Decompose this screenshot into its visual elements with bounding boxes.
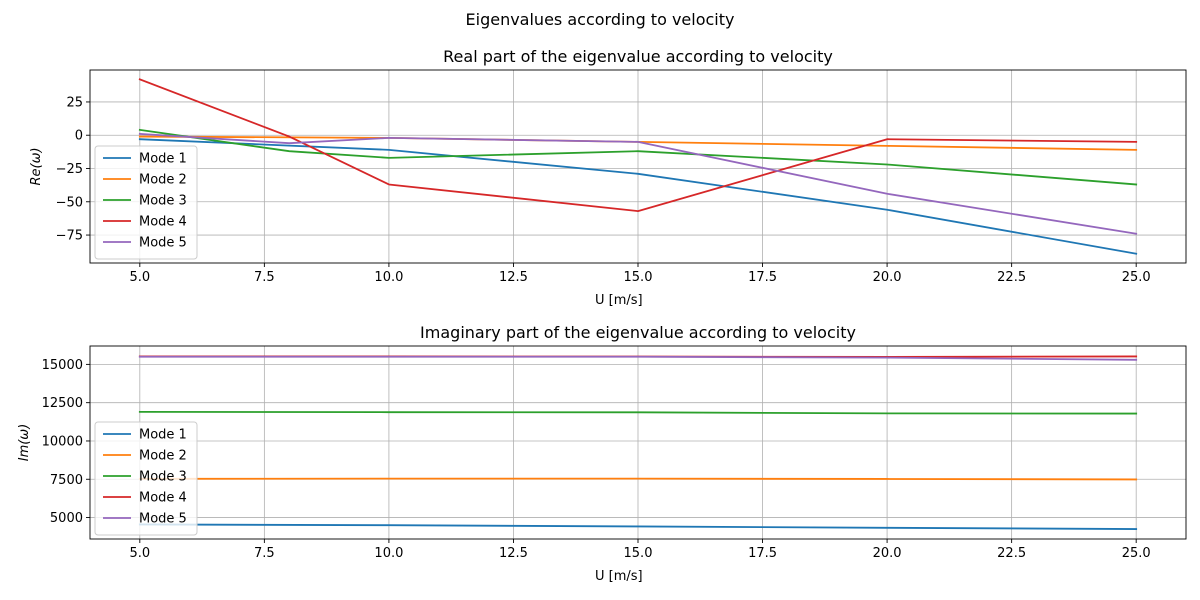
- x-tick-label: 7.5: [254, 270, 275, 285]
- y-tick-label: 5000: [50, 511, 83, 526]
- y-tick-label: 10000: [42, 434, 83, 449]
- x-tick-label: 17.5: [748, 546, 777, 561]
- chart-panel-1: Real part of the eigenvalue according to…: [29, 47, 1187, 308]
- series-line-mode-1: [138, 138, 1138, 255]
- x-axis-label: U [m/s]: [595, 569, 643, 584]
- series-line-mode-5: [138, 355, 1138, 361]
- x-tick-label: 7.5: [254, 546, 275, 561]
- x-tick-label: 25.0: [1122, 270, 1151, 285]
- y-axis-label: Im(ω): [17, 424, 32, 462]
- series-line-mode-1: [138, 523, 1138, 530]
- legend-label: Mode 4: [139, 491, 187, 506]
- x-tick-label: 22.5: [997, 270, 1026, 285]
- y-tick-label: 25: [66, 95, 83, 110]
- legend-label: Mode 1: [139, 428, 187, 443]
- x-tick-label: 25.0: [1122, 546, 1151, 561]
- x-tick-label: 5.0: [129, 546, 150, 561]
- x-tick-label: 10.0: [374, 270, 403, 285]
- y-axis-label: Re(ω): [29, 147, 44, 185]
- x-tick-label: 22.5: [997, 546, 1026, 561]
- legend-label: Mode 5: [139, 236, 187, 251]
- legend-box: [94, 145, 198, 260]
- series-line-mode-2: [138, 477, 1138, 481]
- x-tick-label: 12.5: [499, 270, 528, 285]
- legend-label: Mode 2: [139, 449, 187, 464]
- legend-label: Mode 5: [139, 512, 187, 527]
- x-tick-label: 10.0: [374, 546, 403, 561]
- y-tick-label: −25: [56, 162, 83, 177]
- x-tick-label: 12.5: [499, 546, 528, 561]
- chart-panel-2: Imaginary part of the eigenvalue accordi…: [17, 323, 1187, 584]
- x-axis-label: U [m/s]: [595, 293, 643, 308]
- y-tick-label: 12500: [42, 396, 83, 411]
- legend-label: Mode 1: [139, 152, 187, 167]
- series-line-mode-3: [138, 128, 1138, 186]
- series-line-mode-4: [138, 78, 1138, 212]
- series-line-mode-5: [138, 132, 1138, 235]
- y-tick-label: 0: [75, 129, 83, 144]
- chart-title: Real part of the eigenvalue according to…: [443, 47, 833, 66]
- legend-box: [94, 421, 198, 536]
- legend-label: Mode 3: [139, 470, 187, 485]
- x-tick-label: 17.5: [748, 270, 777, 285]
- legend-label: Mode 3: [139, 194, 187, 209]
- x-tick-label: 5.0: [129, 270, 150, 285]
- legend-label: Mode 4: [139, 215, 187, 230]
- legend-label: Mode 2: [139, 173, 187, 188]
- x-tick-label: 15.0: [624, 546, 653, 561]
- x-tick-label: 20.0: [873, 270, 902, 285]
- y-tick-label: −50: [56, 195, 83, 210]
- x-tick-label: 15.0: [624, 270, 653, 285]
- figure-title: Eigenvalues according to velocity: [465, 10, 735, 29]
- y-tick-label: 7500: [50, 473, 83, 488]
- x-tick-label: 20.0: [873, 546, 902, 561]
- y-tick-label: 15000: [42, 358, 83, 373]
- y-tick-label: −75: [56, 229, 83, 244]
- chart-title: Imaginary part of the eigenvalue accordi…: [420, 323, 856, 342]
- series-line-mode-3: [138, 410, 1138, 415]
